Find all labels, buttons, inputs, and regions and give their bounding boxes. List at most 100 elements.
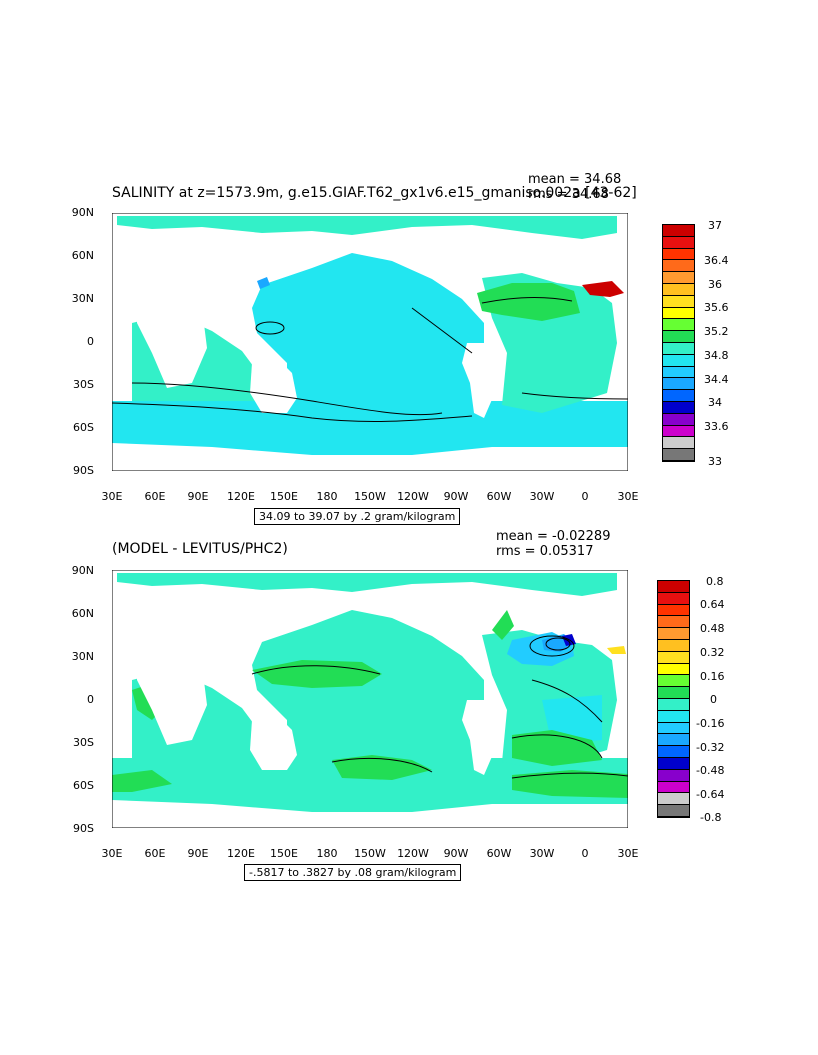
colorbar-swatch: [663, 401, 694, 414]
p1-lon-label: 90E: [187, 490, 209, 503]
colorbar-swatch: [663, 307, 694, 320]
p1-colorbar-label: 35.6: [704, 301, 729, 314]
p2-lon-label: 30W: [529, 847, 555, 860]
p1-lon-label: 60W: [486, 490, 512, 503]
colorbar-swatch: [663, 225, 694, 237]
p2-lat-label: 90N: [71, 564, 94, 577]
p1-lon-label: 150E: [270, 490, 298, 503]
colorbar-swatch: [658, 710, 689, 723]
p2-colorbar-label: 0.32: [700, 646, 725, 659]
panel1-range-label: 34.09 to 39.07 by .2 gram/kilogram: [254, 508, 461, 525]
colorbar-swatch: [663, 331, 694, 343]
p2-colorbar-label: -0.8: [700, 811, 722, 824]
panel2-range-label: -.5817 to .3827 by .08 gram/kilogram: [244, 864, 462, 881]
p2-colorbar-label: 0.8: [706, 575, 724, 588]
colorbar-swatch: [663, 236, 694, 249]
p2-lat-label: 60N: [71, 607, 94, 620]
colorbar-swatch: [663, 283, 694, 296]
p2-lon-label: 0: [581, 847, 589, 860]
p1-lon-label: 30W: [529, 490, 555, 503]
p2-colorbar-label: -0.48: [696, 764, 725, 777]
colorbar-swatch: [658, 592, 689, 605]
colorbar-swatch: [658, 639, 689, 652]
p1-colorbar-label: 34.4: [704, 373, 729, 386]
colorbar-swatch: [663, 342, 694, 355]
colorbar-swatch: [658, 781, 689, 794]
colorbar-swatch: [663, 378, 694, 391]
panel1-rms: rms = 34.68: [528, 187, 609, 202]
colorbar-swatch: [663, 295, 694, 308]
p2-lat-label: 60S: [73, 779, 94, 792]
p1-lon-label: 60E: [144, 490, 166, 503]
p1-lon-label: 180: [316, 490, 338, 503]
colorbar-swatch: [658, 746, 689, 758]
panel2-rms: rms = 0.05317: [496, 544, 594, 559]
p2-colorbar-label: -0.64: [696, 788, 725, 801]
colorbar-swatch: [658, 581, 689, 593]
colorbar-swatch: [658, 734, 689, 747]
p2-lon-label: 30E: [101, 847, 123, 860]
colorbar-swatch: [663, 425, 694, 438]
difference-map: [112, 570, 628, 828]
colorbar-swatch: [658, 769, 689, 782]
p2-colorbar-label: -0.16: [696, 717, 725, 730]
p1-lat-label: 30S: [73, 378, 94, 391]
p2-lon-label: 90W: [443, 847, 469, 860]
p1-colorbar-label: 33.6: [704, 420, 729, 433]
colorbar-swatch: [658, 698, 689, 711]
p2-lon-label: 120W: [397, 847, 429, 860]
p1-colorbar-label: 36: [708, 278, 722, 291]
colorbar-swatch: [663, 437, 694, 450]
colorbar-swatch: [658, 675, 689, 688]
colorbar-swatch: [658, 604, 689, 617]
colorbar-swatch: [658, 616, 689, 629]
p1-lon-label: 30E: [101, 490, 123, 503]
p1-colorbar-label: 35.2: [704, 325, 729, 338]
p2-lon-label: 150E: [270, 847, 298, 860]
p1-lon-label: 30E: [617, 490, 639, 503]
colorbar-swatch: [658, 663, 689, 676]
p2-lon-label: 60W: [486, 847, 512, 860]
salinity-map: [112, 213, 628, 471]
p1-lon-label: 0: [581, 490, 589, 503]
colorbar-swatch: [663, 354, 694, 367]
p2-lat-label: 30S: [73, 736, 94, 749]
colorbar-swatch: [663, 248, 694, 261]
panel2-colorbar: [657, 580, 690, 818]
p1-colorbar-label: 36.4: [704, 254, 729, 267]
p2-colorbar-label: 0: [710, 693, 717, 706]
p1-colorbar-label: 34: [708, 396, 722, 409]
p1-lat-label: 90N: [71, 206, 94, 219]
colorbar-swatch: [658, 687, 689, 699]
p1-lat-label: 60S: [73, 421, 94, 434]
p2-lon-label: 180: [316, 847, 338, 860]
colorbar-swatch: [658, 651, 689, 664]
p1-colorbar-label: 34.8: [704, 349, 729, 362]
panel1-colorbar: [662, 224, 695, 462]
p1-lat-label: 90S: [73, 464, 94, 477]
colorbar-swatch: [663, 366, 694, 379]
panel2-mean: mean = -0.02289: [496, 529, 611, 544]
colorbar-swatch: [658, 722, 689, 735]
p1-lat-label: 60N: [71, 249, 94, 262]
colorbar-swatch: [663, 319, 694, 332]
p1-lon-label: 120E: [227, 490, 255, 503]
p2-lon-label: 120E: [227, 847, 255, 860]
p1-colorbar-label: 33: [708, 455, 722, 468]
colorbar-swatch: [663, 260, 694, 273]
p1-lon-label: 90W: [443, 490, 469, 503]
colorbar-swatch: [663, 272, 694, 284]
p1-lon-label: 120W: [397, 490, 429, 503]
colorbar-swatch: [663, 413, 694, 426]
panel1-mean: mean = 34.68: [528, 172, 622, 187]
p2-lat-label: 0: [87, 693, 94, 706]
p2-lat-label: 90S: [73, 822, 94, 835]
colorbar-swatch: [658, 628, 689, 640]
colorbar-swatch: [658, 757, 689, 770]
p2-lon-label: 90E: [187, 847, 209, 860]
panel2-title: (MODEL - LEVITUS/PHC2): [112, 541, 288, 557]
p2-lon-label: 150W: [354, 847, 386, 860]
p1-lon-label: 150W: [354, 490, 386, 503]
colorbar-swatch: [658, 805, 689, 817]
p2-colorbar-label: -0.32: [696, 741, 725, 754]
